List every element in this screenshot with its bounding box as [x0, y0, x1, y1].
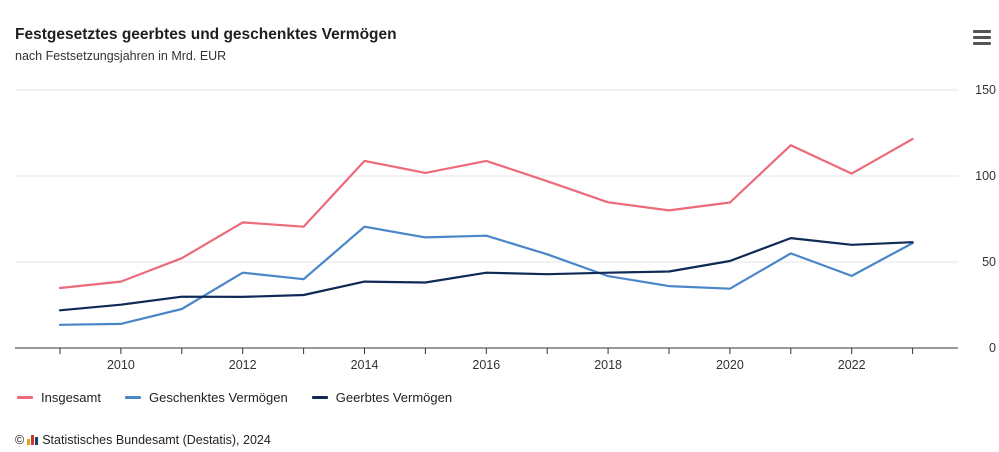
legend-label: Geerbtes Vermögen: [335, 390, 453, 405]
x-tick-label: 2018: [594, 358, 622, 372]
menu-bar: [973, 36, 991, 39]
legend-swatch: [17, 396, 33, 399]
legend-label: Insgesamt: [41, 390, 101, 405]
y-tick-label: 100: [975, 169, 996, 183]
destatis-logo-icon: [27, 435, 39, 445]
series-line-geerbtes-vermoegen: [58, 237, 914, 312]
x-tick-label: 2020: [716, 358, 744, 372]
chart-subtitle: nach Festsetzungsjahren in Mrd. EUR: [15, 49, 227, 63]
legend-item-geschenktes-vermoegen[interactable]: Geschenktes Vermögen: [124, 390, 288, 405]
hamburger-menu-icon[interactable]: [973, 30, 991, 46]
chart-title: Festgesetztes geerbtes und geschenktes V…: [15, 26, 397, 43]
menu-bar: [973, 42, 991, 45]
legend-item-insgesamt[interactable]: Insgesamt: [17, 390, 101, 405]
legend-label: Geschenktes Vermögen: [148, 390, 288, 405]
legend-swatch: [124, 396, 141, 399]
x-axis: 2010 2012 2014 2016 2018 2020 2022: [15, 347, 958, 372]
source-footer: © Statistisches Bundesamt (Destatis), 20…: [15, 433, 271, 447]
x-tick-label: 2010: [107, 358, 135, 372]
legend: Insgesamt Geschenktes Vermögen Geerbtes …: [17, 390, 452, 405]
series-line-insgesamt: [58, 137, 914, 290]
x-tick-label: 2022: [838, 358, 866, 372]
x-tick-label: 2016: [472, 358, 500, 372]
copyright-symbol: ©: [15, 433, 25, 447]
y-tick-label: 50: [982, 255, 996, 269]
y-axis-labels: 0 50 100 150: [975, 83, 996, 355]
x-tick-label: 2014: [351, 358, 379, 372]
menu-bar: [973, 30, 991, 33]
series-lines: [58, 137, 914, 326]
legend-swatch: [311, 396, 328, 399]
x-tick-label: 2012: [229, 358, 257, 372]
source-text[interactable]: Statistisches Bundesamt (Destatis), 2024: [42, 433, 271, 447]
line-chart: 0 50 100 150 2010 2012 2014 2016 2018 2020 2022: [15, 83, 996, 372]
legend-item-geerbtes-vermoegen[interactable]: Geerbtes Vermögen: [311, 390, 453, 405]
y-tick-label: 150: [975, 83, 996, 97]
y-tick-label: 0: [989, 341, 996, 355]
